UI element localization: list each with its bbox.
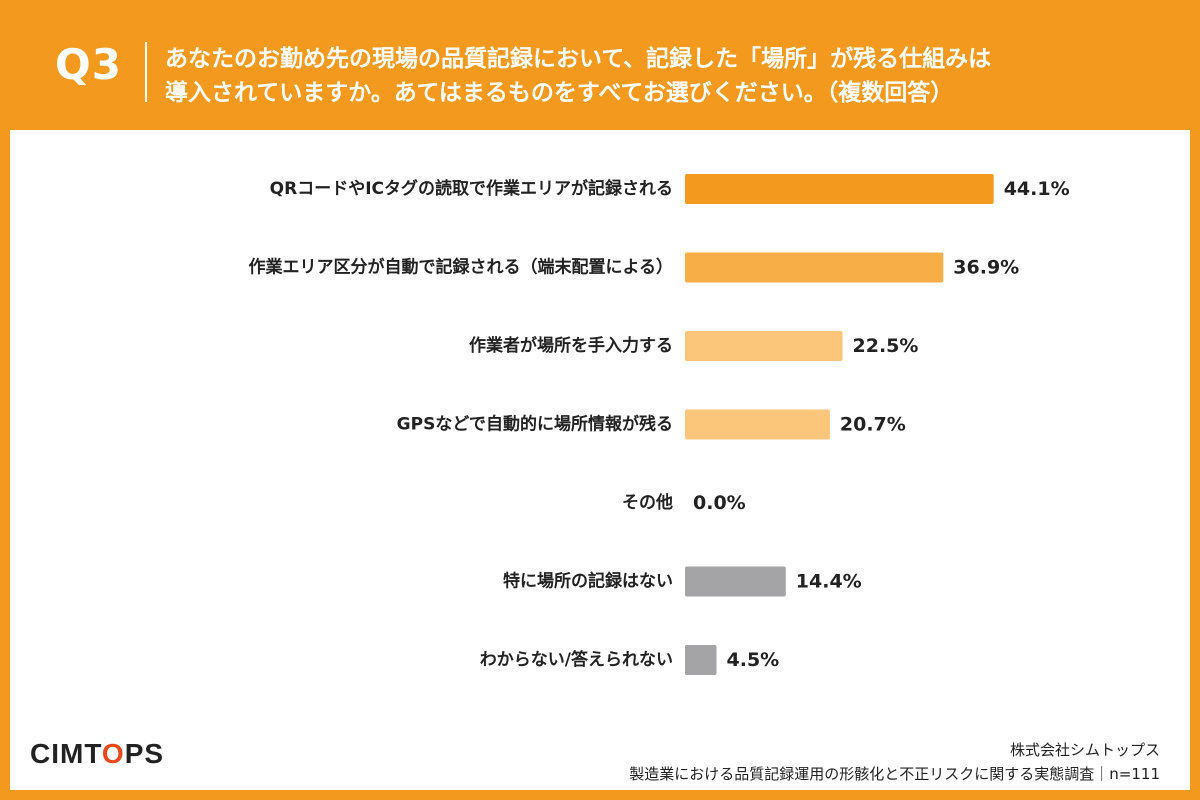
company-name: 株式会社シムトップス xyxy=(1009,741,1160,759)
bar xyxy=(685,566,786,597)
category-label: 特に場所の記録はない xyxy=(503,571,673,592)
question-number: Q3 xyxy=(55,40,122,89)
cimtops-logo: CIMTOPS xyxy=(30,738,164,770)
value-label: 20.7% xyxy=(840,414,906,436)
value-label: 0.0% xyxy=(693,492,746,514)
value-label: 22.5% xyxy=(853,335,919,357)
category-label: その他 xyxy=(622,492,673,513)
bar xyxy=(685,645,717,675)
question-line-2: 導入されていますか。あてはまるものをすべてお選びください。（複数回答） xyxy=(165,80,954,106)
value-label: 44.1% xyxy=(1004,178,1070,200)
header-divider xyxy=(145,42,147,102)
value-label: 36.9% xyxy=(953,257,1019,279)
value-label: 4.5% xyxy=(727,649,780,671)
bar xyxy=(685,331,843,361)
category-label: 作業エリア区分が自動で記録される（端末配置による） xyxy=(249,257,674,278)
chart-panel: QRコードやICタグの読取で作業エリアが記録される 44.1% 作業エリア区分が自動… xyxy=(10,130,1190,790)
logo-text-start: CIMT xyxy=(30,738,102,769)
bar xyxy=(685,409,830,440)
survey-credit: 株式会社シムトップス 製造業における品質記録運用の形骸化と不正リスクに関する実態… xyxy=(629,738,1160,786)
question-text: あなたのお勤め先の現場の品質記録において、記録した「場所」が残る仕組みは 導入さ… xyxy=(165,42,1165,110)
question-line-1: あなたのお勤め先の現場の品質記録において、記録した「場所」が残る仕組みは xyxy=(165,46,992,72)
bar-chart: QRコードやICタグの読取で作業エリアが記録される 44.1% 作業エリア区分が自動… xyxy=(249,174,1070,675)
category-label: QRコードやICタグの読取で作業エリアが記録される xyxy=(270,178,673,199)
bar xyxy=(685,174,994,204)
question-header: Q3 あなたのお勤め先の現場の品質記録において、記録した「場所」が残る仕組みは … xyxy=(0,0,1200,130)
category-label: 作業者が場所を手入力する xyxy=(469,335,673,356)
value-label: 14.4% xyxy=(796,571,862,593)
category-label: わからない/答えられない xyxy=(480,649,673,670)
logo-text-end: PS xyxy=(124,738,165,769)
bar xyxy=(685,252,944,283)
logo-dot: O xyxy=(101,738,125,769)
category-label: GPSなどで自動的に場所情報が残る xyxy=(397,414,673,435)
survey-title: 製造業における品質記録運用の形骸化と不正リスクに関する実態調査｜n=111 xyxy=(629,765,1160,783)
